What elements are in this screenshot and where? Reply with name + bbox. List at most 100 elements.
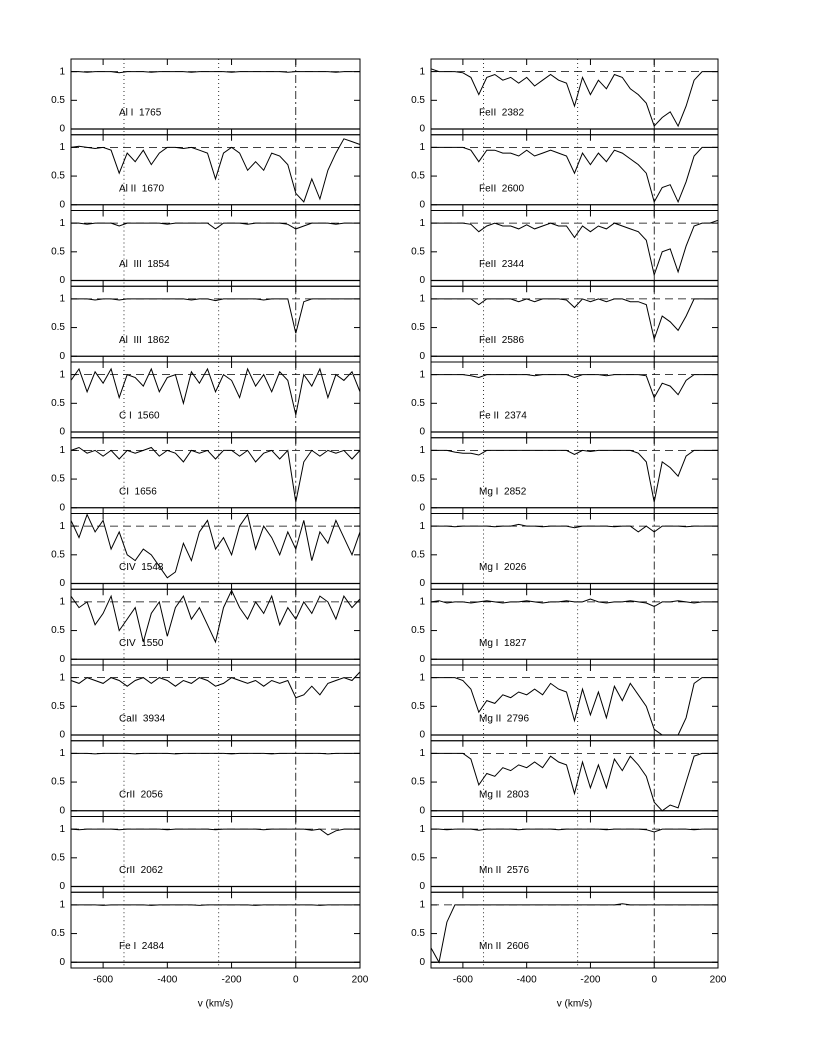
y-tick-label: 0: [59, 578, 65, 589]
y-tick-label: 0.5: [51, 549, 65, 560]
panel-label: Fe II 2374: [479, 411, 527, 422]
y-tick-label: 1: [59, 294, 65, 305]
spectrum-line: [431, 752, 718, 812]
y-tick-label: 0: [59, 427, 65, 438]
panel-frame: [430, 285, 719, 363]
y-tick-label: 1: [419, 900, 425, 911]
y-tick-label: 0: [59, 805, 65, 816]
panel-label: CrII 2056: [119, 789, 163, 800]
x-tick-label: 200: [352, 975, 369, 986]
panel-frame: [430, 588, 719, 666]
y-tick-label: 0.5: [411, 246, 425, 257]
x-axis-label: v (km/s): [198, 999, 234, 1010]
y-tick-label: 0: [419, 351, 425, 362]
panel-frame: [430, 437, 719, 514]
y-tick-label: 0.5: [51, 246, 65, 257]
y-tick-label: 0: [419, 957, 425, 968]
y-tick-label: 0: [59, 730, 65, 741]
spectrum-line: [431, 298, 718, 341]
panel-label: Mg I 2026: [479, 562, 527, 573]
y-tick-label: 1: [419, 672, 425, 683]
panel-frame: [70, 588, 361, 666]
y-tick-label: 0.5: [411, 777, 425, 788]
y-tick-label: 0.5: [411, 701, 425, 712]
x-tick-label: 200: [710, 975, 727, 986]
panel-label: CI 1656: [119, 486, 157, 497]
y-tick-label: 1: [419, 66, 425, 77]
panel-label: Mg II 2796: [479, 714, 529, 725]
y-tick-label: 1: [59, 824, 65, 835]
spectrum-line: [70, 828, 360, 836]
spectrum-line: [431, 828, 718, 833]
spectrum-line: [70, 367, 361, 415]
spectrum-line: [70, 671, 361, 699]
panel-frame: [70, 664, 361, 742]
spectrum-line: [430, 903, 718, 964]
spectrum-line: [431, 449, 718, 503]
x-axis-label: v (km/s): [557, 999, 593, 1010]
panel-frame: [430, 58, 719, 136]
x-tick-label: -600: [453, 975, 473, 986]
x-tick-label: 0: [293, 975, 299, 986]
y-tick-label: 1: [419, 597, 425, 608]
y-tick-label: 0: [59, 199, 65, 210]
y-tick-label: 1: [59, 900, 65, 911]
y-tick-label: 0.5: [411, 95, 425, 106]
y-tick-label: 0.5: [411, 852, 425, 863]
y-tick-label: 1: [59, 521, 65, 532]
spectrum-line: [431, 219, 719, 277]
panel-frame: [430, 816, 719, 893]
panel-label: C I 1560: [119, 411, 160, 422]
y-tick-label: 0: [419, 881, 425, 892]
panel-frame: [70, 437, 361, 514]
spectrum-line: [431, 146, 718, 204]
y-tick-label: 1: [59, 66, 65, 77]
panel-frame: [70, 513, 361, 590]
panel-frame: [70, 58, 361, 136]
panel-label: Al III 1862: [119, 335, 170, 346]
y-tick-label: 0: [59, 654, 65, 665]
y-tick-label: 0: [419, 502, 425, 513]
x-tick-label: 0: [651, 975, 657, 986]
y-tick-label: 1: [419, 369, 425, 380]
y-tick-label: 1: [59, 142, 65, 153]
x-tick-label: -400: [157, 975, 177, 986]
y-tick-label: 0.5: [51, 474, 65, 485]
panel-label: FeII 2344: [479, 259, 524, 270]
y-tick-label: 1: [59, 597, 65, 608]
spectrum-line: [71, 222, 360, 230]
y-tick-label: 0: [419, 275, 425, 286]
y-tick-label: 0.5: [51, 701, 65, 712]
x-tick-label: -200: [222, 975, 242, 986]
y-tick-label: 0.5: [411, 322, 425, 333]
spectrum-line: [430, 68, 718, 128]
y-tick-label: 1: [419, 294, 425, 305]
y-tick-label: 0.5: [51, 852, 65, 863]
y-tick-label: 1: [59, 369, 65, 380]
y-tick-label: 0.5: [51, 625, 65, 636]
y-tick-label: 0: [59, 351, 65, 362]
y-tick-label: 1: [59, 218, 65, 229]
y-tick-label: 0.5: [411, 928, 425, 939]
panel-label: CIV 1550: [119, 638, 164, 649]
y-tick-label: 0: [59, 124, 65, 135]
panel-label: Mg II 2803: [479, 789, 529, 800]
panel-label: Al II 1670: [119, 183, 164, 194]
y-tick-label: 0: [419, 578, 425, 589]
y-tick-label: 1: [419, 445, 425, 456]
panel-label: Al I 1765: [119, 108, 162, 119]
y-tick-label: 1: [419, 218, 425, 229]
y-tick-label: 0.5: [51, 322, 65, 333]
panel-frame: [70, 740, 361, 817]
panel-frame: [70, 361, 361, 439]
x-tick-label: -200: [580, 975, 600, 986]
panel-frame: [430, 513, 719, 590]
y-tick-label: 0.5: [51, 95, 65, 106]
y-tick-label: 1: [59, 445, 65, 456]
y-tick-label: 0: [419, 730, 425, 741]
panel-frame: [70, 134, 361, 211]
panel-frame: [430, 891, 719, 969]
panel-label: FeII 2586: [479, 335, 524, 346]
y-tick-label: 1: [59, 672, 65, 683]
